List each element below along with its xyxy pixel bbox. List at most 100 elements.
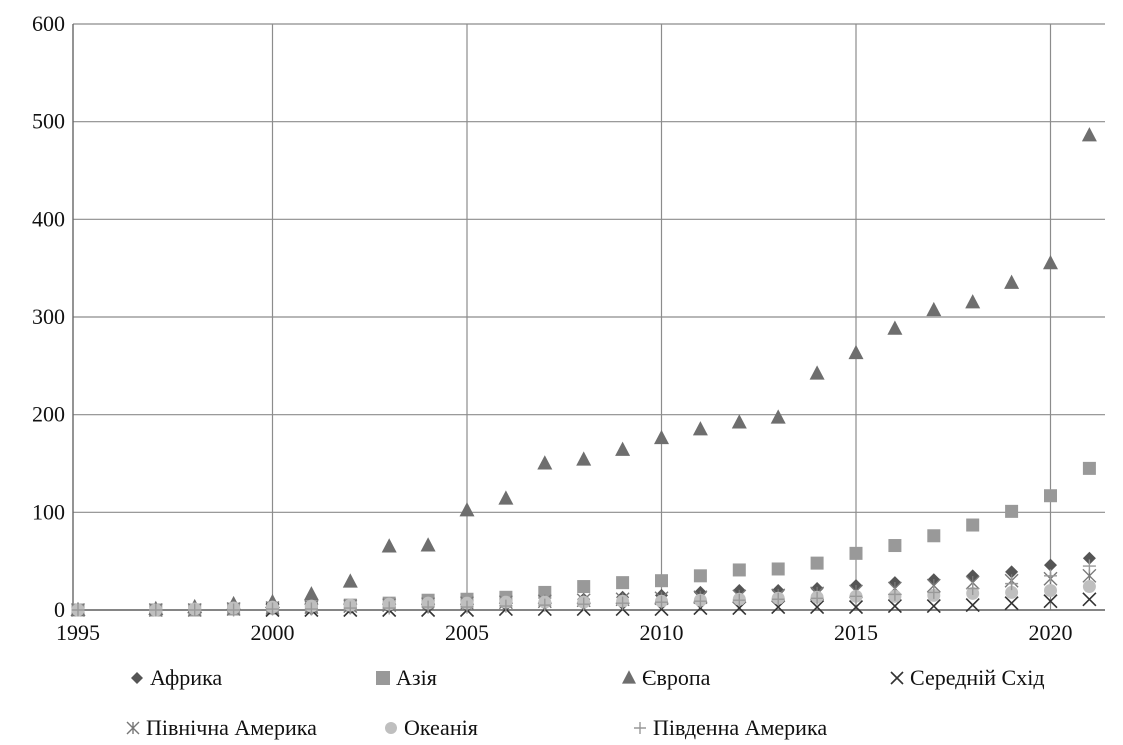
legend-label: Океанія [404, 715, 478, 740]
series-2 [70, 127, 1097, 616]
x-tick-label: 2015 [834, 620, 878, 645]
legend: Африка Азія Європа Середній Схід Північна Ам… [126, 665, 1045, 740]
data-point [966, 518, 980, 532]
data-point [771, 592, 785, 606]
gridlines [73, 23, 1105, 611]
data-point [188, 603, 202, 617]
data-point [693, 569, 707, 583]
data-point [809, 365, 825, 380]
data-point [887, 599, 902, 614]
data-point [810, 556, 824, 570]
data-point [1044, 569, 1057, 583]
data-point [382, 601, 396, 615]
data-point [342, 573, 358, 588]
y-tick-label: 500 [32, 109, 65, 134]
data-point [616, 596, 630, 610]
tick-labels: 0 100 200 300 400 500 600 1995 2000 2005 2010 2015 2… [32, 11, 1073, 645]
data-point [965, 294, 981, 309]
data-point [1082, 551, 1096, 565]
legend-marker [385, 722, 397, 734]
y-tick-label: 0 [54, 597, 65, 622]
data-point [1005, 504, 1019, 518]
data-point [849, 546, 863, 560]
data-point [731, 414, 747, 429]
data-point [926, 301, 942, 317]
data-point [888, 539, 902, 553]
data-point [927, 585, 941, 599]
legend-marker [890, 671, 904, 685]
data-point [1004, 596, 1019, 611]
data-point [1082, 580, 1096, 594]
data-point [654, 429, 669, 445]
data-point [1081, 127, 1097, 142]
data-point [537, 455, 553, 470]
legend-label: Середній Схід [910, 665, 1045, 690]
x-tick-label: 2020 [1029, 620, 1073, 645]
data-point [1043, 594, 1058, 609]
data-point [460, 600, 474, 614]
data-point [71, 603, 85, 617]
data-point [965, 598, 980, 613]
data-point [732, 563, 746, 577]
legend-item: Океанія [385, 715, 478, 740]
data-point [616, 576, 630, 590]
legend-marker [131, 672, 143, 684]
data-point [1044, 489, 1057, 503]
x-tick-label: 2010 [640, 620, 684, 645]
data-points [70, 127, 1097, 618]
data-point [421, 600, 435, 614]
data-point [655, 595, 668, 609]
data-point [459, 502, 475, 517]
data-point [927, 529, 941, 543]
data-point [149, 603, 163, 617]
data-point [693, 594, 707, 608]
legend-item: Середній Схід [890, 665, 1045, 690]
x-tick-label: 1995 [56, 620, 100, 645]
data-point [1043, 255, 1058, 270]
data-point [1082, 559, 1096, 573]
data-point [810, 600, 825, 615]
data-point [1082, 461, 1096, 475]
data-point [732, 593, 746, 607]
y-tick-label: 600 [32, 11, 65, 36]
legend-marker [126, 721, 140, 735]
data-point [966, 582, 980, 596]
data-point [770, 409, 786, 424]
legend-label: Північна Америка [146, 715, 317, 740]
x-tick-label: 2000 [251, 620, 295, 645]
data-point [1044, 558, 1057, 572]
data-point [771, 562, 785, 576]
data-point [498, 490, 514, 505]
legend-marker [634, 722, 646, 734]
legend-item: Південна Америка [634, 715, 827, 740]
data-point [576, 451, 592, 466]
data-point [1005, 565, 1019, 579]
legend-label: Африка [150, 665, 222, 690]
axes [72, 24, 1105, 611]
legend-marker [622, 670, 636, 684]
data-point [615, 441, 631, 456]
data-point [1082, 592, 1097, 607]
data-point [577, 597, 591, 611]
data-point [887, 320, 903, 335]
data-point [538, 598, 552, 612]
data-point [538, 585, 552, 599]
legend-marker [376, 671, 390, 685]
x-tick-label: 2005 [445, 620, 489, 645]
data-point [381, 538, 397, 553]
data-point [1044, 583, 1057, 597]
data-point [266, 602, 279, 616]
data-point [848, 600, 864, 615]
y-tick-label: 300 [32, 304, 65, 329]
y-tick-label: 100 [32, 499, 65, 524]
legend-item: Північна Америка [126, 715, 317, 740]
data-point [848, 344, 864, 360]
data-point [1005, 585, 1019, 599]
data-point [304, 602, 318, 616]
y-tick-label: 200 [32, 402, 65, 427]
legend-label: Азія [396, 665, 437, 690]
data-point [577, 580, 591, 594]
data-point [1005, 577, 1019, 591]
legend-item: Європа [622, 665, 711, 690]
